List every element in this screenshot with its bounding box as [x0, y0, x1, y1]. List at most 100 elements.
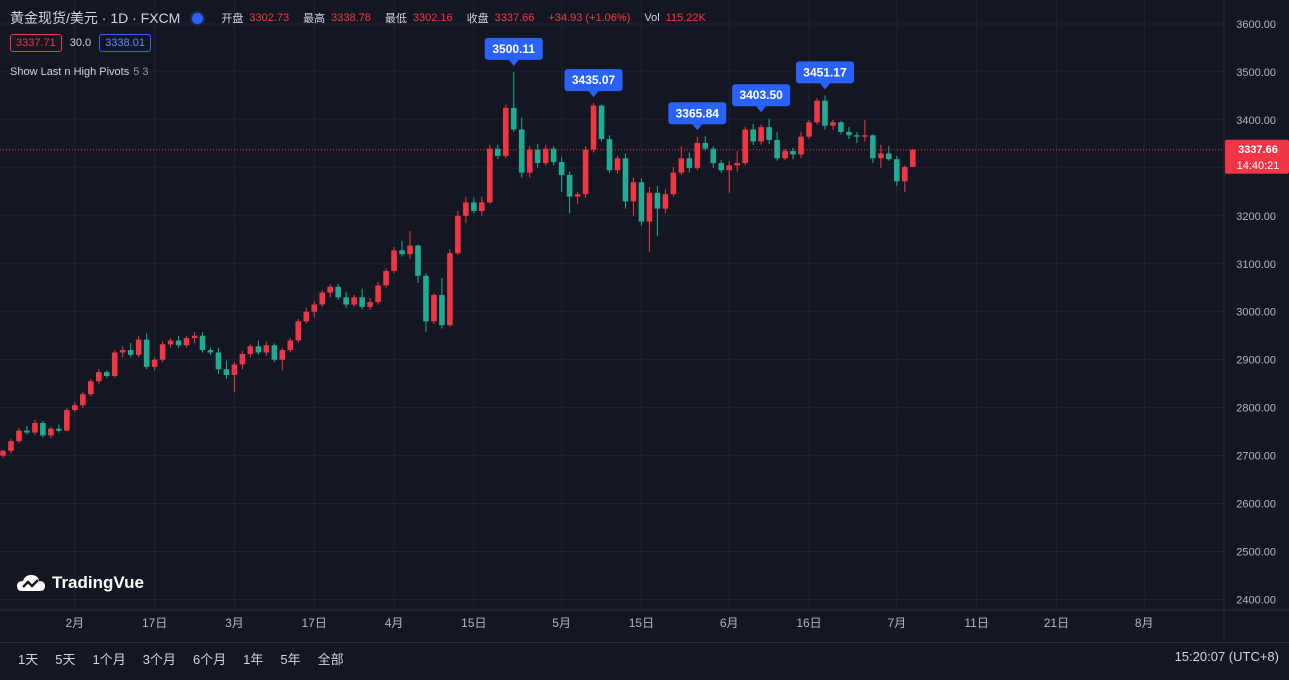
candle-body[interactable] [518, 129, 525, 173]
range-button-4[interactable]: 6个月 [192, 652, 227, 667]
candle-body[interactable] [463, 202, 469, 216]
candle-body[interactable] [239, 353, 246, 365]
candle-body[interactable] [710, 148, 717, 164]
candle-body[interactable] [24, 430, 30, 433]
candle-body[interactable] [686, 158, 693, 168]
candle-body[interactable] [8, 441, 14, 451]
candle-body[interactable] [407, 245, 413, 255]
candle-body[interactable] [590, 105, 597, 150]
candle-body[interactable] [638, 182, 645, 222]
range-button-5[interactable]: 1年 [243, 652, 264, 667]
range-button-3[interactable]: 3个月 [142, 652, 176, 667]
ask-button[interactable]: 3338.01 [99, 34, 151, 52]
candle-body[interactable] [447, 253, 453, 326]
candle-body[interactable] [143, 339, 150, 367]
bid-button[interactable]: 3337.71 [10, 34, 62, 52]
candle-body[interactable] [718, 163, 725, 171]
candle-body[interactable] [399, 250, 405, 255]
candle-body[interactable] [87, 381, 94, 395]
candle-body[interactable] [901, 166, 908, 182]
candle-body[interactable] [223, 369, 230, 376]
candle-body[interactable] [702, 142, 709, 149]
candle-body[interactable] [534, 149, 541, 164]
candle-body[interactable] [215, 352, 222, 370]
candle-body[interactable] [263, 345, 270, 353]
candle-body[interactable] [558, 162, 565, 176]
candle-body[interactable] [909, 149, 916, 167]
candle-body[interactable] [678, 158, 685, 173]
candle-body[interactable] [806, 122, 812, 137]
candle-body[interactable] [750, 129, 756, 142]
candle-body[interactable] [111, 352, 118, 376]
candle-body[interactable] [311, 304, 318, 312]
candle-body[interactable] [151, 359, 158, 367]
candle-body[interactable] [391, 250, 397, 271]
candle-body[interactable] [471, 202, 477, 212]
candle-body[interactable] [351, 297, 357, 305]
candle-body[interactable] [574, 194, 581, 197]
candle-body[interactable] [431, 294, 437, 322]
candle-body[interactable] [542, 148, 549, 164]
candle-body[interactable] [303, 311, 310, 322]
candle-body[interactable] [670, 172, 677, 195]
candle-body[interactable] [726, 165, 733, 171]
candle-body[interactable] [894, 159, 900, 182]
candle-body[interactable] [119, 350, 126, 353]
candle-body[interactable] [526, 149, 533, 173]
candle-body[interactable] [822, 100, 828, 126]
candle-body[interactable] [862, 135, 868, 137]
candle-body[interactable] [774, 140, 780, 159]
candle-body[interactable] [343, 297, 349, 305]
candle-body[interactable] [798, 136, 804, 155]
range-button-2[interactable]: 1个月 [92, 652, 126, 667]
candle-body[interactable] [199, 335, 206, 351]
candle-body[interactable] [127, 350, 134, 355]
candle-body[interactable] [766, 127, 772, 141]
pivot-high-box[interactable] [795, 61, 854, 84]
candle-body[interactable] [375, 285, 381, 303]
range-button-7[interactable]: 全部 [317, 652, 344, 667]
candle-body[interactable] [502, 107, 509, 156]
candle-body[interactable] [742, 129, 748, 164]
candle-body[interactable] [870, 135, 876, 159]
candle-body[interactable] [32, 422, 38, 433]
candle-body[interactable] [479, 202, 485, 212]
candle-body[interactable] [614, 158, 621, 171]
candle-body[interactable] [830, 122, 836, 126]
candle-body[interactable] [550, 148, 557, 163]
range-button-0[interactable]: 1天 [18, 652, 39, 667]
candle-body[interactable] [790, 151, 796, 155]
candle-body[interactable] [654, 192, 661, 209]
candle-body[interactable] [16, 430, 22, 442]
candle-body[interactable] [494, 148, 501, 156]
candle-body[interactable] [383, 270, 389, 286]
candle-body[interactable] [854, 135, 860, 137]
pivot-high-box[interactable] [564, 69, 623, 92]
candle-body[interactable] [782, 151, 788, 159]
range-button-1[interactable]: 5天 [55, 652, 76, 667]
candle-body[interactable] [694, 142, 701, 168]
candle-body[interactable] [662, 194, 669, 209]
candle-body[interactable] [758, 127, 764, 142]
candle-body[interactable] [846, 131, 852, 136]
candle-body[interactable] [510, 107, 517, 130]
candle-body[interactable] [566, 175, 573, 197]
pivot-high-box[interactable] [484, 37, 543, 60]
candle-body[interactable] [247, 346, 254, 354]
candle-body[interactable] [367, 302, 373, 307]
candle-body[interactable] [255, 346, 262, 353]
candle-body[interactable] [175, 340, 182, 346]
pivot-high-box[interactable] [668, 102, 727, 125]
candle-body[interactable] [56, 428, 62, 431]
candle-body[interactable] [40, 422, 46, 436]
candle-body[interactable] [838, 122, 844, 132]
candle-body[interactable] [487, 148, 493, 203]
candle-body[interactable] [886, 153, 892, 160]
candle-body[interactable] [72, 405, 78, 411]
candle-body[interactable] [287, 340, 294, 351]
candle-body[interactable] [167, 340, 174, 345]
candle-body[interactable] [295, 321, 302, 341]
candle-body[interactable] [415, 245, 421, 276]
candle-body[interactable] [598, 105, 605, 140]
candle-body[interactable] [335, 286, 341, 298]
